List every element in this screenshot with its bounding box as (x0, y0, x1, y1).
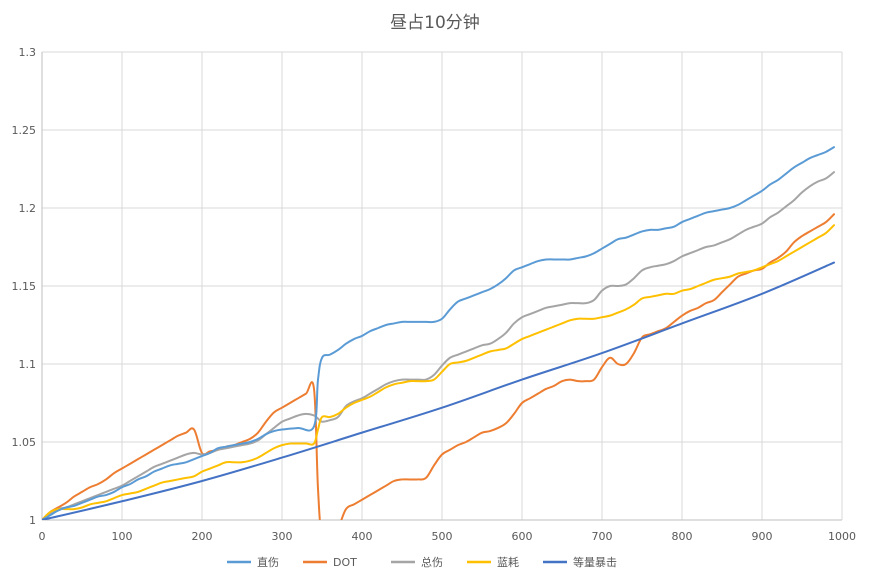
series-lines (42, 146, 835, 520)
x-tick-label: 1000 (828, 530, 856, 543)
y-tick-label: 1.3 (19, 46, 37, 59)
y-tick-label: 1.25 (12, 124, 37, 137)
series-line-2 (42, 171, 835, 520)
x-tick-label: 700 (592, 530, 613, 543)
y-tick-label: 1.1 (19, 358, 37, 371)
legend-item: 等量暴击 (543, 555, 617, 569)
legend-item: DOT (303, 556, 357, 569)
legend-label: 等量暴击 (573, 555, 617, 569)
x-tick-label: 0 (39, 530, 46, 543)
series-line-1 (42, 213, 835, 520)
y-tick-label: 1 (29, 514, 36, 527)
legend-label: DOT (333, 556, 357, 569)
legend-label: 蓝耗 (497, 556, 519, 569)
x-tick-label: 900 (752, 530, 773, 543)
chart-title: 昼占10分钟 (390, 13, 480, 33)
y-tick-label: 1.15 (12, 280, 37, 293)
series-line-4 (42, 261, 835, 520)
series-line-3 (42, 224, 835, 520)
gridlines (42, 51, 843, 520)
y-tick-label: 1.05 (12, 436, 37, 449)
x-tick-label: 300 (272, 530, 293, 543)
legend-label: 直伤 (257, 555, 279, 569)
x-tick-label: 800 (672, 530, 693, 543)
series-line-0 (42, 146, 835, 520)
x-tick-label: 200 (192, 530, 213, 543)
x-tick-label: 500 (432, 530, 453, 543)
legend-item: 总伤 (391, 555, 443, 569)
legend-label: 总伤 (421, 555, 443, 569)
legend: 直伤 DOT 总伤 蓝耗 等量暴击 (227, 555, 617, 569)
legend-item: 直伤 (227, 555, 279, 569)
y-tick-label: 1.2 (19, 202, 37, 215)
legend-item: 蓝耗 (467, 556, 519, 569)
x-tick-label: 600 (512, 530, 533, 543)
x-tick-label: 400 (352, 530, 373, 543)
x-tick-label: 100 (112, 530, 133, 543)
axes: 1 1.05 1.1 1.15 1.2 1.25 1.3 0 100 200 300 400 500 60… (12, 46, 857, 543)
